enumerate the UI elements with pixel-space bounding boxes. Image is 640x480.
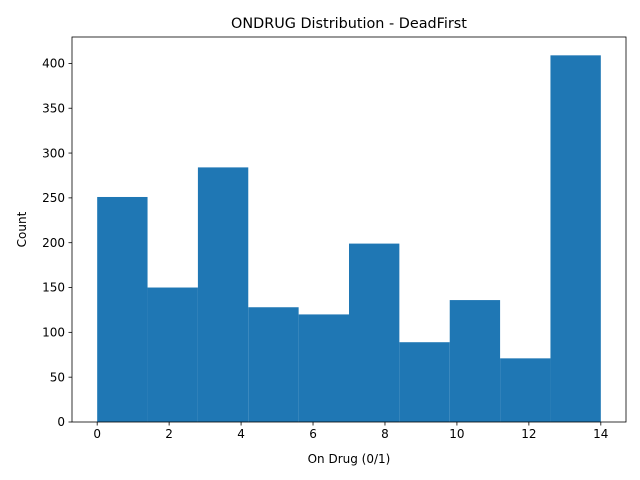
histogram-bar xyxy=(550,55,601,422)
x-tick-label: 0 xyxy=(93,427,101,441)
y-tick-label: 350 xyxy=(42,101,65,115)
x-axis-ticks: 0 2 4 6 8 10 12 14 xyxy=(93,422,608,441)
plot-frame xyxy=(71,36,627,423)
chart-title: ONDRUG Distribution - DeadFirst xyxy=(231,16,467,32)
x-axis-label: On Drug (0/1) xyxy=(308,452,391,466)
x-tick-label: 4 xyxy=(237,427,245,441)
x-tick-label: 2 xyxy=(165,427,173,441)
x-tick-label: 10 xyxy=(449,427,464,441)
x-tick-label: 8 xyxy=(381,427,389,441)
histogram-bar xyxy=(500,358,551,422)
y-tick-label: 200 xyxy=(42,236,65,250)
histogram-bar xyxy=(97,196,148,422)
histogram-bar xyxy=(399,342,450,422)
bars-group xyxy=(97,55,601,422)
y-tick-label: 0 xyxy=(57,415,65,429)
x-tick-label: 14 xyxy=(593,427,608,441)
y-axis-ticks: 0 50 100 150 200 250 300 350 400 xyxy=(42,57,72,429)
x-tick-label: 12 xyxy=(521,427,536,441)
y-axis-label: Count xyxy=(15,211,29,247)
y-tick-label: 250 xyxy=(42,191,65,205)
y-tick-label: 400 xyxy=(42,57,65,71)
histogram-bar xyxy=(147,287,198,422)
y-tick-label: 300 xyxy=(42,146,65,160)
y-tick-label: 100 xyxy=(42,326,65,340)
histogram-bar xyxy=(248,307,299,422)
y-tick-label: 150 xyxy=(42,281,65,295)
x-tick-label: 6 xyxy=(309,427,317,441)
histogram-bar xyxy=(349,243,400,422)
histogram-bar xyxy=(449,300,501,422)
histogram-bar xyxy=(197,167,249,422)
y-tick-label: 50 xyxy=(50,370,65,384)
histogram-bar xyxy=(298,314,349,422)
